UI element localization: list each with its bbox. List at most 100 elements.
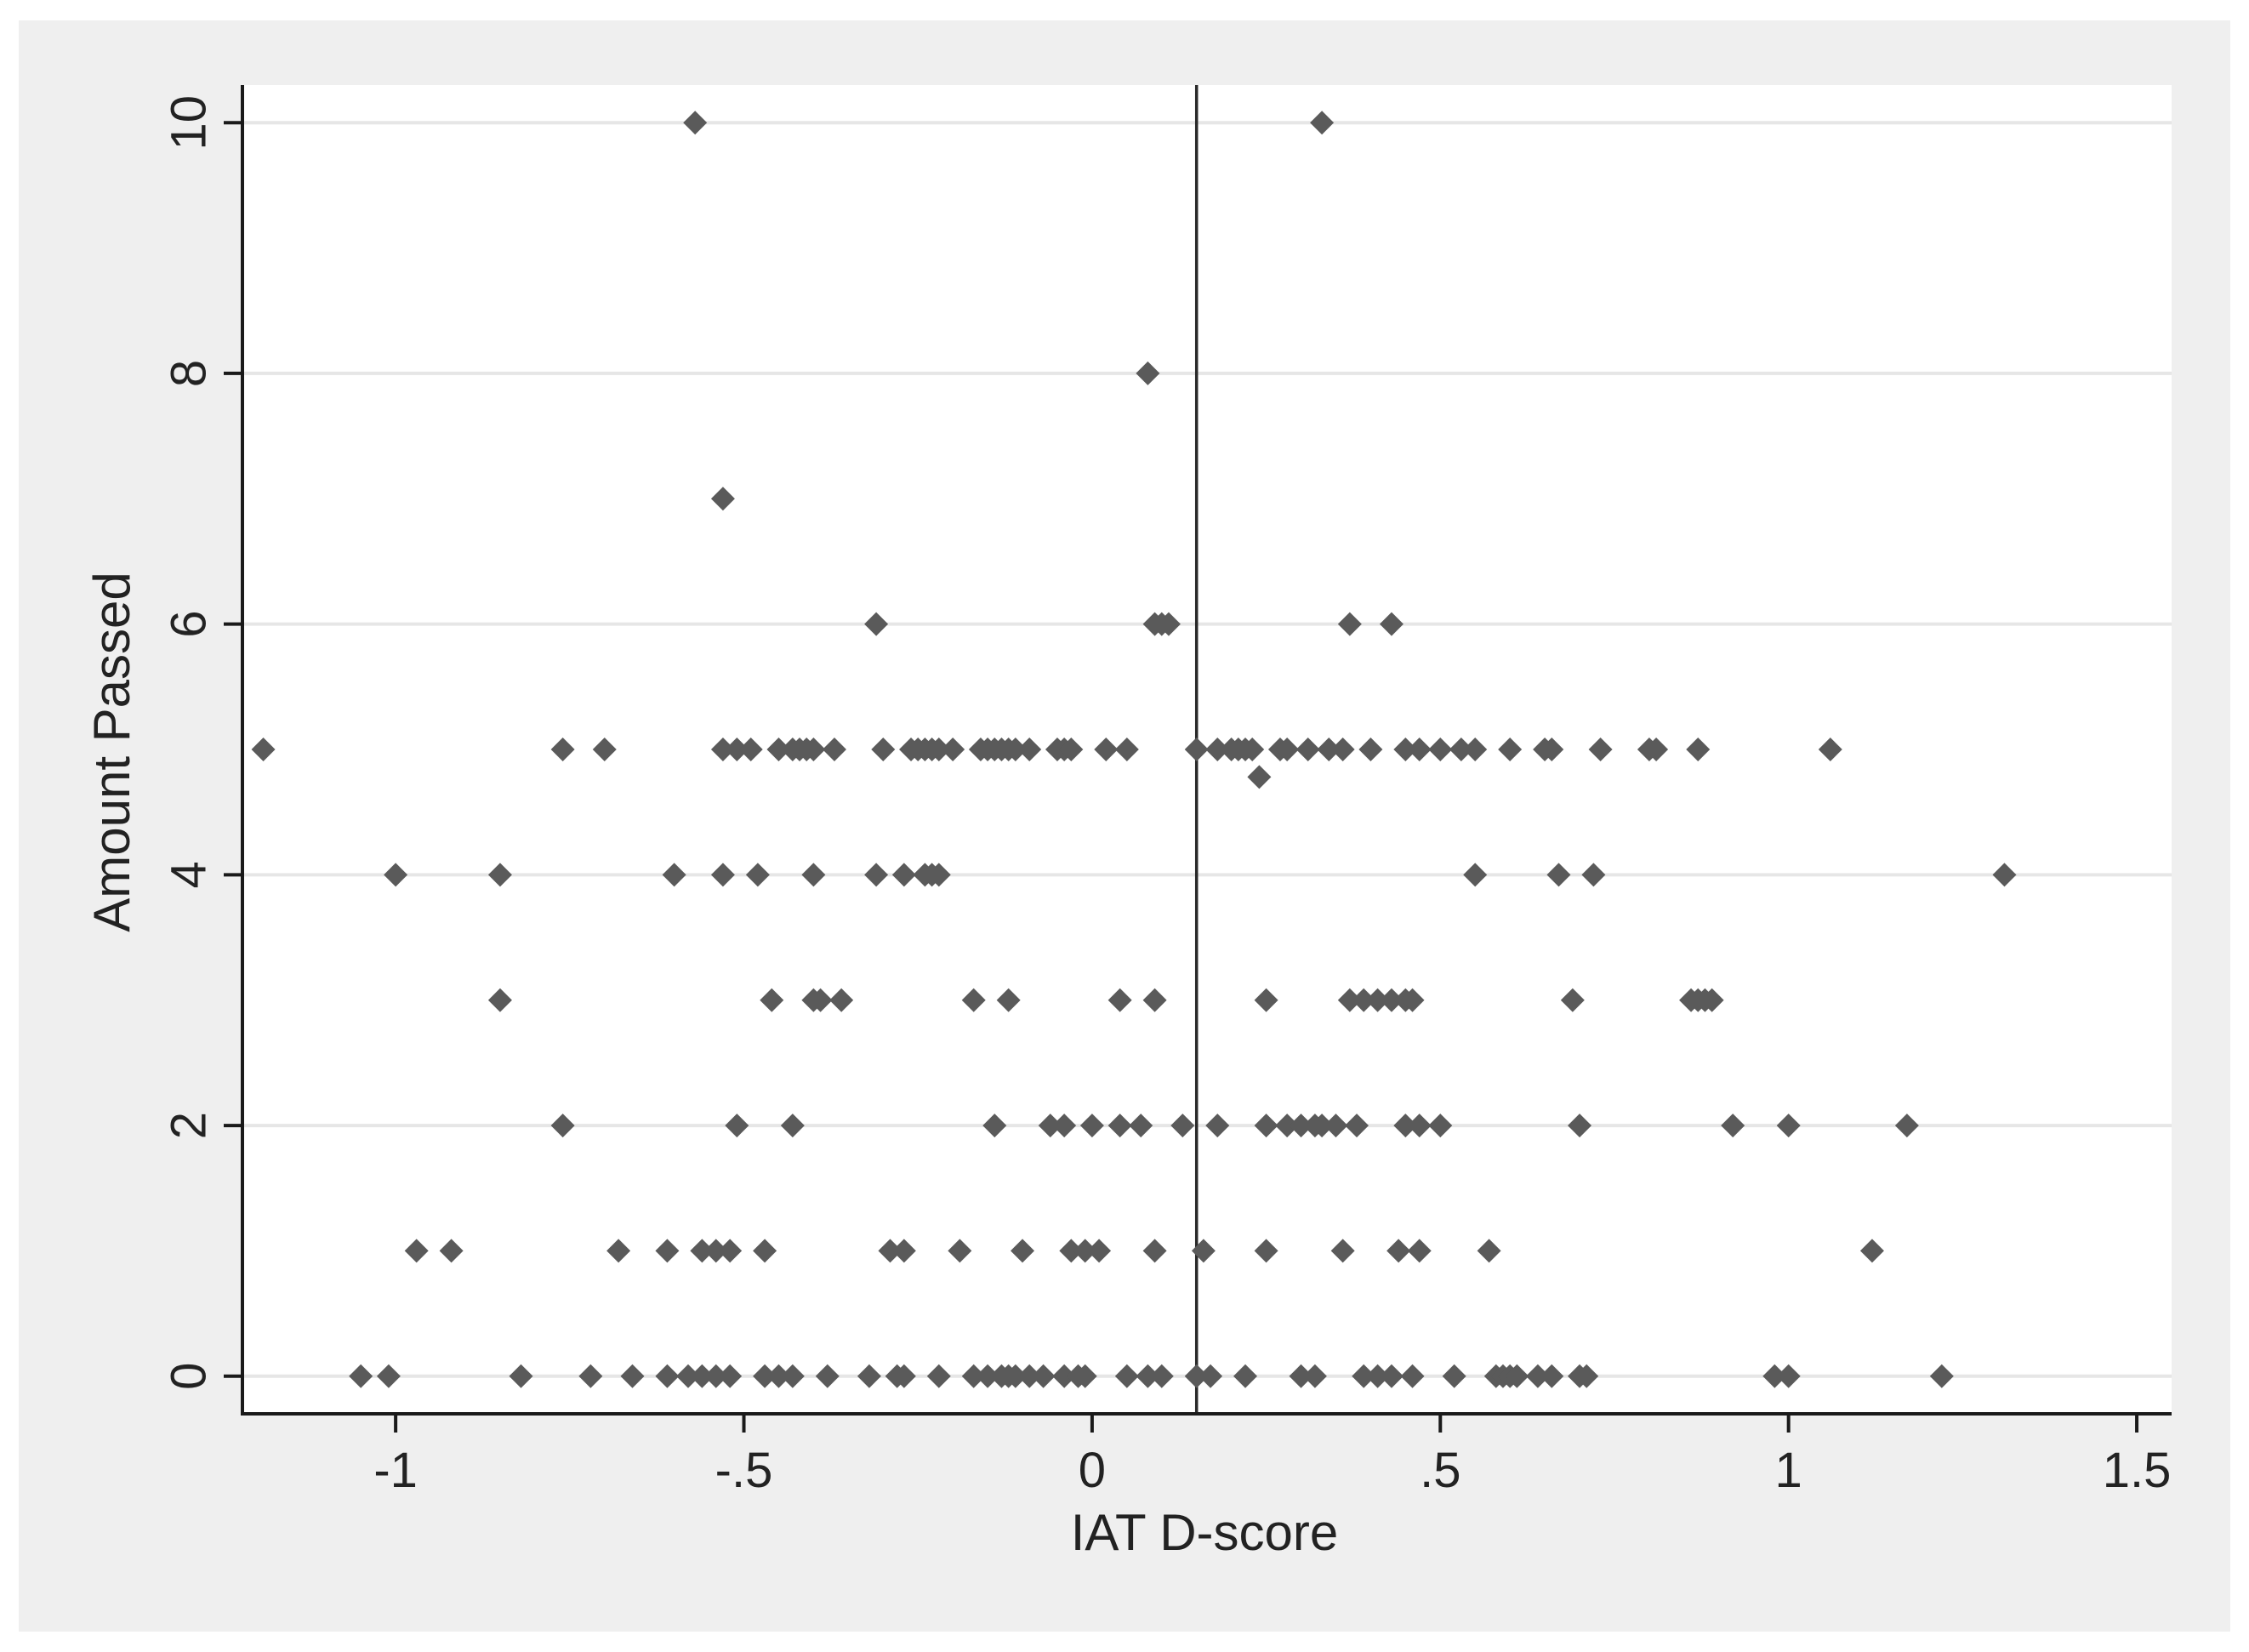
data-point bbox=[1894, 1114, 1919, 1138]
data-point bbox=[961, 988, 986, 1012]
data-point bbox=[948, 1239, 972, 1263]
data-point bbox=[1929, 1364, 1954, 1388]
data-point bbox=[1317, 738, 1341, 761]
axes bbox=[241, 85, 2172, 1416]
data-point bbox=[439, 1239, 464, 1263]
data-point bbox=[760, 988, 784, 1012]
data-point bbox=[1142, 988, 1167, 1012]
data-point bbox=[1052, 1114, 1077, 1138]
data-point bbox=[808, 988, 833, 1012]
data-point bbox=[1463, 738, 1488, 761]
data-point bbox=[509, 1364, 533, 1388]
data-points bbox=[251, 111, 2017, 1388]
data-point bbox=[1337, 988, 1362, 1012]
data-point bbox=[1345, 1114, 1369, 1138]
data-point bbox=[976, 1364, 1000, 1388]
data-point bbox=[683, 111, 708, 135]
data-point bbox=[1275, 738, 1300, 761]
data-point bbox=[1337, 612, 1362, 636]
data-point bbox=[710, 487, 735, 511]
y-tick-label: 10 bbox=[162, 95, 217, 151]
data-point bbox=[1505, 1364, 1529, 1388]
x-axis-title: IAT D-score bbox=[1071, 1504, 1339, 1561]
data-point bbox=[891, 863, 916, 887]
data-point bbox=[606, 1239, 631, 1263]
x-tick-label: -1 bbox=[373, 1443, 418, 1498]
data-point bbox=[1546, 863, 1571, 887]
data-point bbox=[1588, 738, 1613, 761]
data-point bbox=[1463, 863, 1488, 887]
data-point bbox=[1003, 738, 1028, 761]
data-point bbox=[941, 738, 965, 761]
data-point bbox=[1407, 1239, 1432, 1263]
data-point bbox=[1233, 1364, 1258, 1388]
data-point bbox=[1540, 1364, 1564, 1388]
data-point bbox=[926, 738, 951, 761]
data-point bbox=[829, 988, 854, 1012]
data-point bbox=[1525, 1364, 1550, 1388]
data-point bbox=[550, 738, 575, 761]
data-point bbox=[780, 1364, 805, 1388]
data-point bbox=[710, 863, 735, 887]
data-point bbox=[1330, 1239, 1355, 1263]
data-point bbox=[1156, 612, 1181, 636]
data-point bbox=[1302, 1364, 1327, 1388]
data-point bbox=[1087, 1239, 1112, 1263]
data-point bbox=[738, 738, 763, 761]
data-point bbox=[864, 863, 889, 887]
data-point bbox=[745, 863, 770, 887]
data-point bbox=[1052, 1364, 1077, 1388]
y-axis-title: Amount Passed bbox=[83, 572, 140, 932]
data-point bbox=[690, 1364, 715, 1388]
data-point bbox=[1017, 1364, 1042, 1388]
data-point bbox=[1686, 738, 1711, 761]
data-point bbox=[1142, 1239, 1167, 1263]
data-point bbox=[1700, 988, 1724, 1012]
data-point bbox=[1184, 1364, 1209, 1388]
data-point bbox=[1379, 612, 1403, 636]
y-tick-label: 6 bbox=[162, 611, 217, 638]
data-point bbox=[1031, 1364, 1056, 1388]
data-point bbox=[1776, 1364, 1801, 1388]
data-point bbox=[1400, 1364, 1425, 1388]
data-point bbox=[1079, 1114, 1104, 1138]
data-point bbox=[1379, 1364, 1403, 1388]
data-point bbox=[1149, 1364, 1174, 1388]
data-point bbox=[1129, 1114, 1153, 1138]
data-point bbox=[1295, 738, 1320, 761]
data-point bbox=[1059, 738, 1084, 761]
data-point bbox=[1442, 1364, 1466, 1388]
data-point bbox=[1191, 1239, 1216, 1263]
data-point bbox=[1240, 738, 1265, 761]
data-point bbox=[1205, 738, 1230, 761]
data-point bbox=[251, 738, 276, 761]
y-tick-label: 8 bbox=[162, 360, 217, 387]
data-point bbox=[1992, 863, 2017, 887]
data-point bbox=[655, 1239, 680, 1263]
data-point bbox=[690, 1239, 715, 1263]
data-point bbox=[1011, 1239, 1035, 1263]
data-point bbox=[1352, 988, 1376, 1012]
data-point bbox=[857, 1364, 881, 1388]
data-point bbox=[1560, 988, 1585, 1012]
data-point bbox=[1428, 1114, 1453, 1138]
y-tick-label: 4 bbox=[162, 861, 217, 888]
data-point bbox=[703, 1239, 728, 1263]
data-point bbox=[1721, 1114, 1745, 1138]
data-point bbox=[1407, 738, 1432, 761]
data-point bbox=[878, 1239, 902, 1263]
data-point bbox=[1568, 1114, 1592, 1138]
data-point bbox=[766, 1364, 791, 1388]
data-point bbox=[578, 1364, 603, 1388]
data-point bbox=[384, 863, 408, 887]
data-point bbox=[864, 612, 889, 636]
data-point bbox=[1136, 1364, 1160, 1388]
data-point bbox=[1762, 1364, 1787, 1388]
data-point bbox=[996, 988, 1021, 1012]
data-point bbox=[592, 738, 617, 761]
data-point bbox=[376, 1364, 401, 1388]
data-point bbox=[801, 863, 826, 887]
data-point bbox=[1574, 1364, 1599, 1388]
